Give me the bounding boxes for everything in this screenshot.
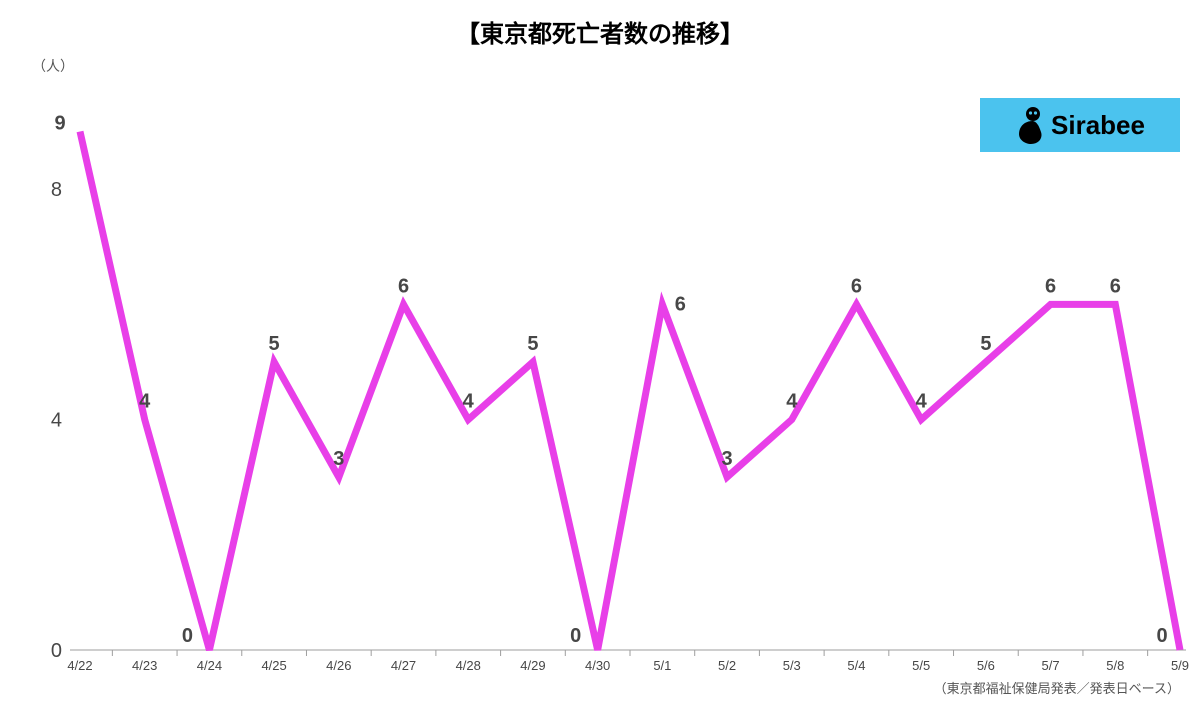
x-tick-label: 5/6 <box>977 658 995 673</box>
chart-container: 【東京都死亡者数の推移】 （人） Sirabee 0 4 8 4/22 4/23 4/24… <box>0 0 1200 708</box>
data-point-label: 6 <box>398 275 409 297</box>
y-tick-label: 0 <box>51 640 62 662</box>
x-tick-label: 5/4 <box>847 658 865 673</box>
x-tick-label: 4/30 <box>585 658 610 673</box>
x-tick-label: 5/9 <box>1171 658 1189 673</box>
data-point-label: 0 <box>1156 625 1167 647</box>
data-point-label: 4 <box>139 391 151 413</box>
data-point-label: 5 <box>527 333 538 355</box>
y-tick-label: 4 <box>51 410 62 432</box>
x-tick-label: 5/2 <box>718 658 736 673</box>
x-tick-label: 5/1 <box>653 658 671 673</box>
data-point-label: 0 <box>182 625 193 647</box>
x-tick-label: 5/3 <box>783 658 801 673</box>
sirabee-logo-icon <box>1015 106 1043 144</box>
chart-title: 【東京都死亡者数の推移】 <box>0 14 1200 49</box>
data-point-label: 5 <box>269 333 280 355</box>
x-tick-label: 4/27 <box>391 658 416 673</box>
x-tick-label: 5/5 <box>912 658 930 673</box>
x-tick-label: 4/26 <box>326 658 351 673</box>
y-tick-label: 8 <box>51 179 62 201</box>
x-tick-label: 4/25 <box>261 658 286 673</box>
data-point-label: 5 <box>980 333 991 355</box>
data-point-label: 4 <box>916 391 928 413</box>
data-point-label: 9 <box>54 113 65 135</box>
data-point-label: 0 <box>570 625 581 647</box>
series-line <box>80 132 1180 650</box>
data-point-label: 6 <box>1110 275 1121 297</box>
data-point-label: 6 <box>675 293 686 315</box>
data-point-label: 4 <box>463 391 475 413</box>
x-tick-label: 5/7 <box>1042 658 1060 673</box>
y-axis-unit-label: （人） <box>32 56 74 76</box>
x-tick-label: 4/28 <box>456 658 481 673</box>
data-point-label: 4 <box>786 391 798 413</box>
x-tick-label: 4/24 <box>197 658 222 673</box>
data-point-label: 3 <box>333 448 344 470</box>
data-point-label: 6 <box>1045 275 1056 297</box>
x-tick-label: 4/23 <box>132 658 157 673</box>
x-tick-label: 5/8 <box>1106 658 1124 673</box>
sirabee-logo-text: Sirabee <box>1051 110 1145 141</box>
data-point-label: 6 <box>851 275 862 297</box>
sirabee-logo: Sirabee <box>980 98 1180 152</box>
source-note: （東京都福祉保健局発表／発表日ベース） <box>934 678 1180 697</box>
x-tick-label: 4/29 <box>520 658 545 673</box>
data-point-label: 3 <box>721 448 732 470</box>
x-tick-label: 4/22 <box>67 658 92 673</box>
